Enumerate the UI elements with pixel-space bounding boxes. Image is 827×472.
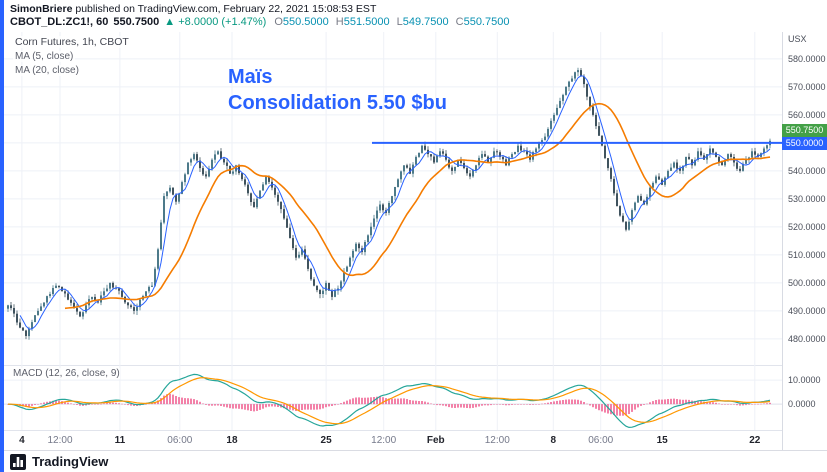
ohlc-open: O550.5000 — [274, 16, 329, 28]
price-tick: 540.0000 — [788, 165, 826, 176]
symbol-name[interactable]: CBOT_DL:ZC1!, 60 — [10, 16, 109, 28]
macd-legend[interactable]: MACD (12, 26, close, 9) — [13, 368, 120, 379]
price-tick: 510.0000 — [788, 249, 826, 260]
time-tick: 22 — [749, 435, 761, 446]
time-tick: 06:00 — [588, 435, 614, 446]
price-axis[interactable]: USX 580.0000 570.0000 560.0000 550.0000 540.… — [782, 32, 827, 450]
annotation-line2: Consolidation 5.50 $bu — [228, 92, 447, 114]
time-tick: 11 — [114, 435, 126, 446]
annotation-line1: Maïs — [228, 66, 273, 88]
time-tick: 06:00 — [167, 435, 193, 446]
price-tick: 480.0000 — [788, 333, 826, 344]
time-tick: 15 — [656, 435, 668, 446]
macd-tick: 10.0000 — [788, 375, 821, 386]
price-tick: 490.0000 — [788, 305, 826, 316]
price-tick: 570.0000 — [788, 81, 826, 92]
time-tick: 25 — [320, 435, 332, 446]
last-price-badge: 550.7500 — [782, 123, 827, 137]
last-price-text: 550.7500 — [113, 16, 160, 28]
ohlc-low: L549.7500 — [396, 16, 449, 28]
publisher-name: SimonBriere — [10, 3, 73, 15]
ohlc-close: C550.7500 — [455, 16, 510, 28]
ohlc-high: H551.5000 — [335, 16, 390, 28]
legend-ma20[interactable]: MA (20, close) — [13, 65, 81, 76]
legend-ma5[interactable]: MA (5, close) — [13, 51, 76, 62]
price-tick: 560.0000 — [788, 109, 826, 120]
time-tick: 8 — [550, 435, 557, 446]
footer-bar: TradingView — [0, 450, 827, 472]
time-tick: 12:00 — [47, 435, 73, 446]
price-pane[interactable] — [4, 32, 782, 366]
tradingview-logo[interactable] — [10, 453, 26, 470]
time-tick: 12:00 — [371, 435, 397, 446]
left-accent-bar — [0, 0, 4, 472]
price-change: ▲ +8.0000 (+1.47%) — [164, 16, 267, 28]
time-axis[interactable]: 4 12:00 11 06:00 18 25 12:00 Feb 12:00 8 06:00 15 22 — [4, 430, 782, 451]
text-annotation[interactable]: Maïs Consolidation 5.50 $bu — [228, 64, 447, 116]
time-tick: Feb — [426, 435, 445, 446]
publish-text: published on TradingView.com, February 2… — [72, 3, 377, 15]
time-tick: 12:00 — [484, 435, 510, 446]
time-tick: 18 — [226, 435, 238, 446]
price-tick: 500.0000 — [788, 277, 826, 288]
price-tick: 530.0000 — [788, 193, 826, 204]
macd-pane[interactable] — [4, 365, 782, 430]
price-tick: 580.0000 — [788, 53, 826, 64]
price-unit: USX — [788, 34, 807, 44]
symbol-info-bar: CBOT_DL:ZC1!, 60 550.7500 ▲ +8.0000 (+1.47… — [10, 16, 516, 28]
chart-title[interactable]: Corn Futures, 1h, CBOT — [13, 36, 131, 48]
publish-info: SimonBriere published on TradingView.com… — [10, 3, 376, 15]
macd-tick: 0.0000 — [788, 399, 816, 410]
price-tick: 520.0000 — [788, 221, 826, 232]
time-tick: 4 — [19, 435, 25, 446]
brand-name[interactable]: TradingView — [32, 454, 109, 469]
hline-price-badge: 550.0000 — [782, 136, 827, 150]
chart-legend: Corn Futures, 1h, CBOT MA (5, close) MA … — [13, 36, 131, 79]
